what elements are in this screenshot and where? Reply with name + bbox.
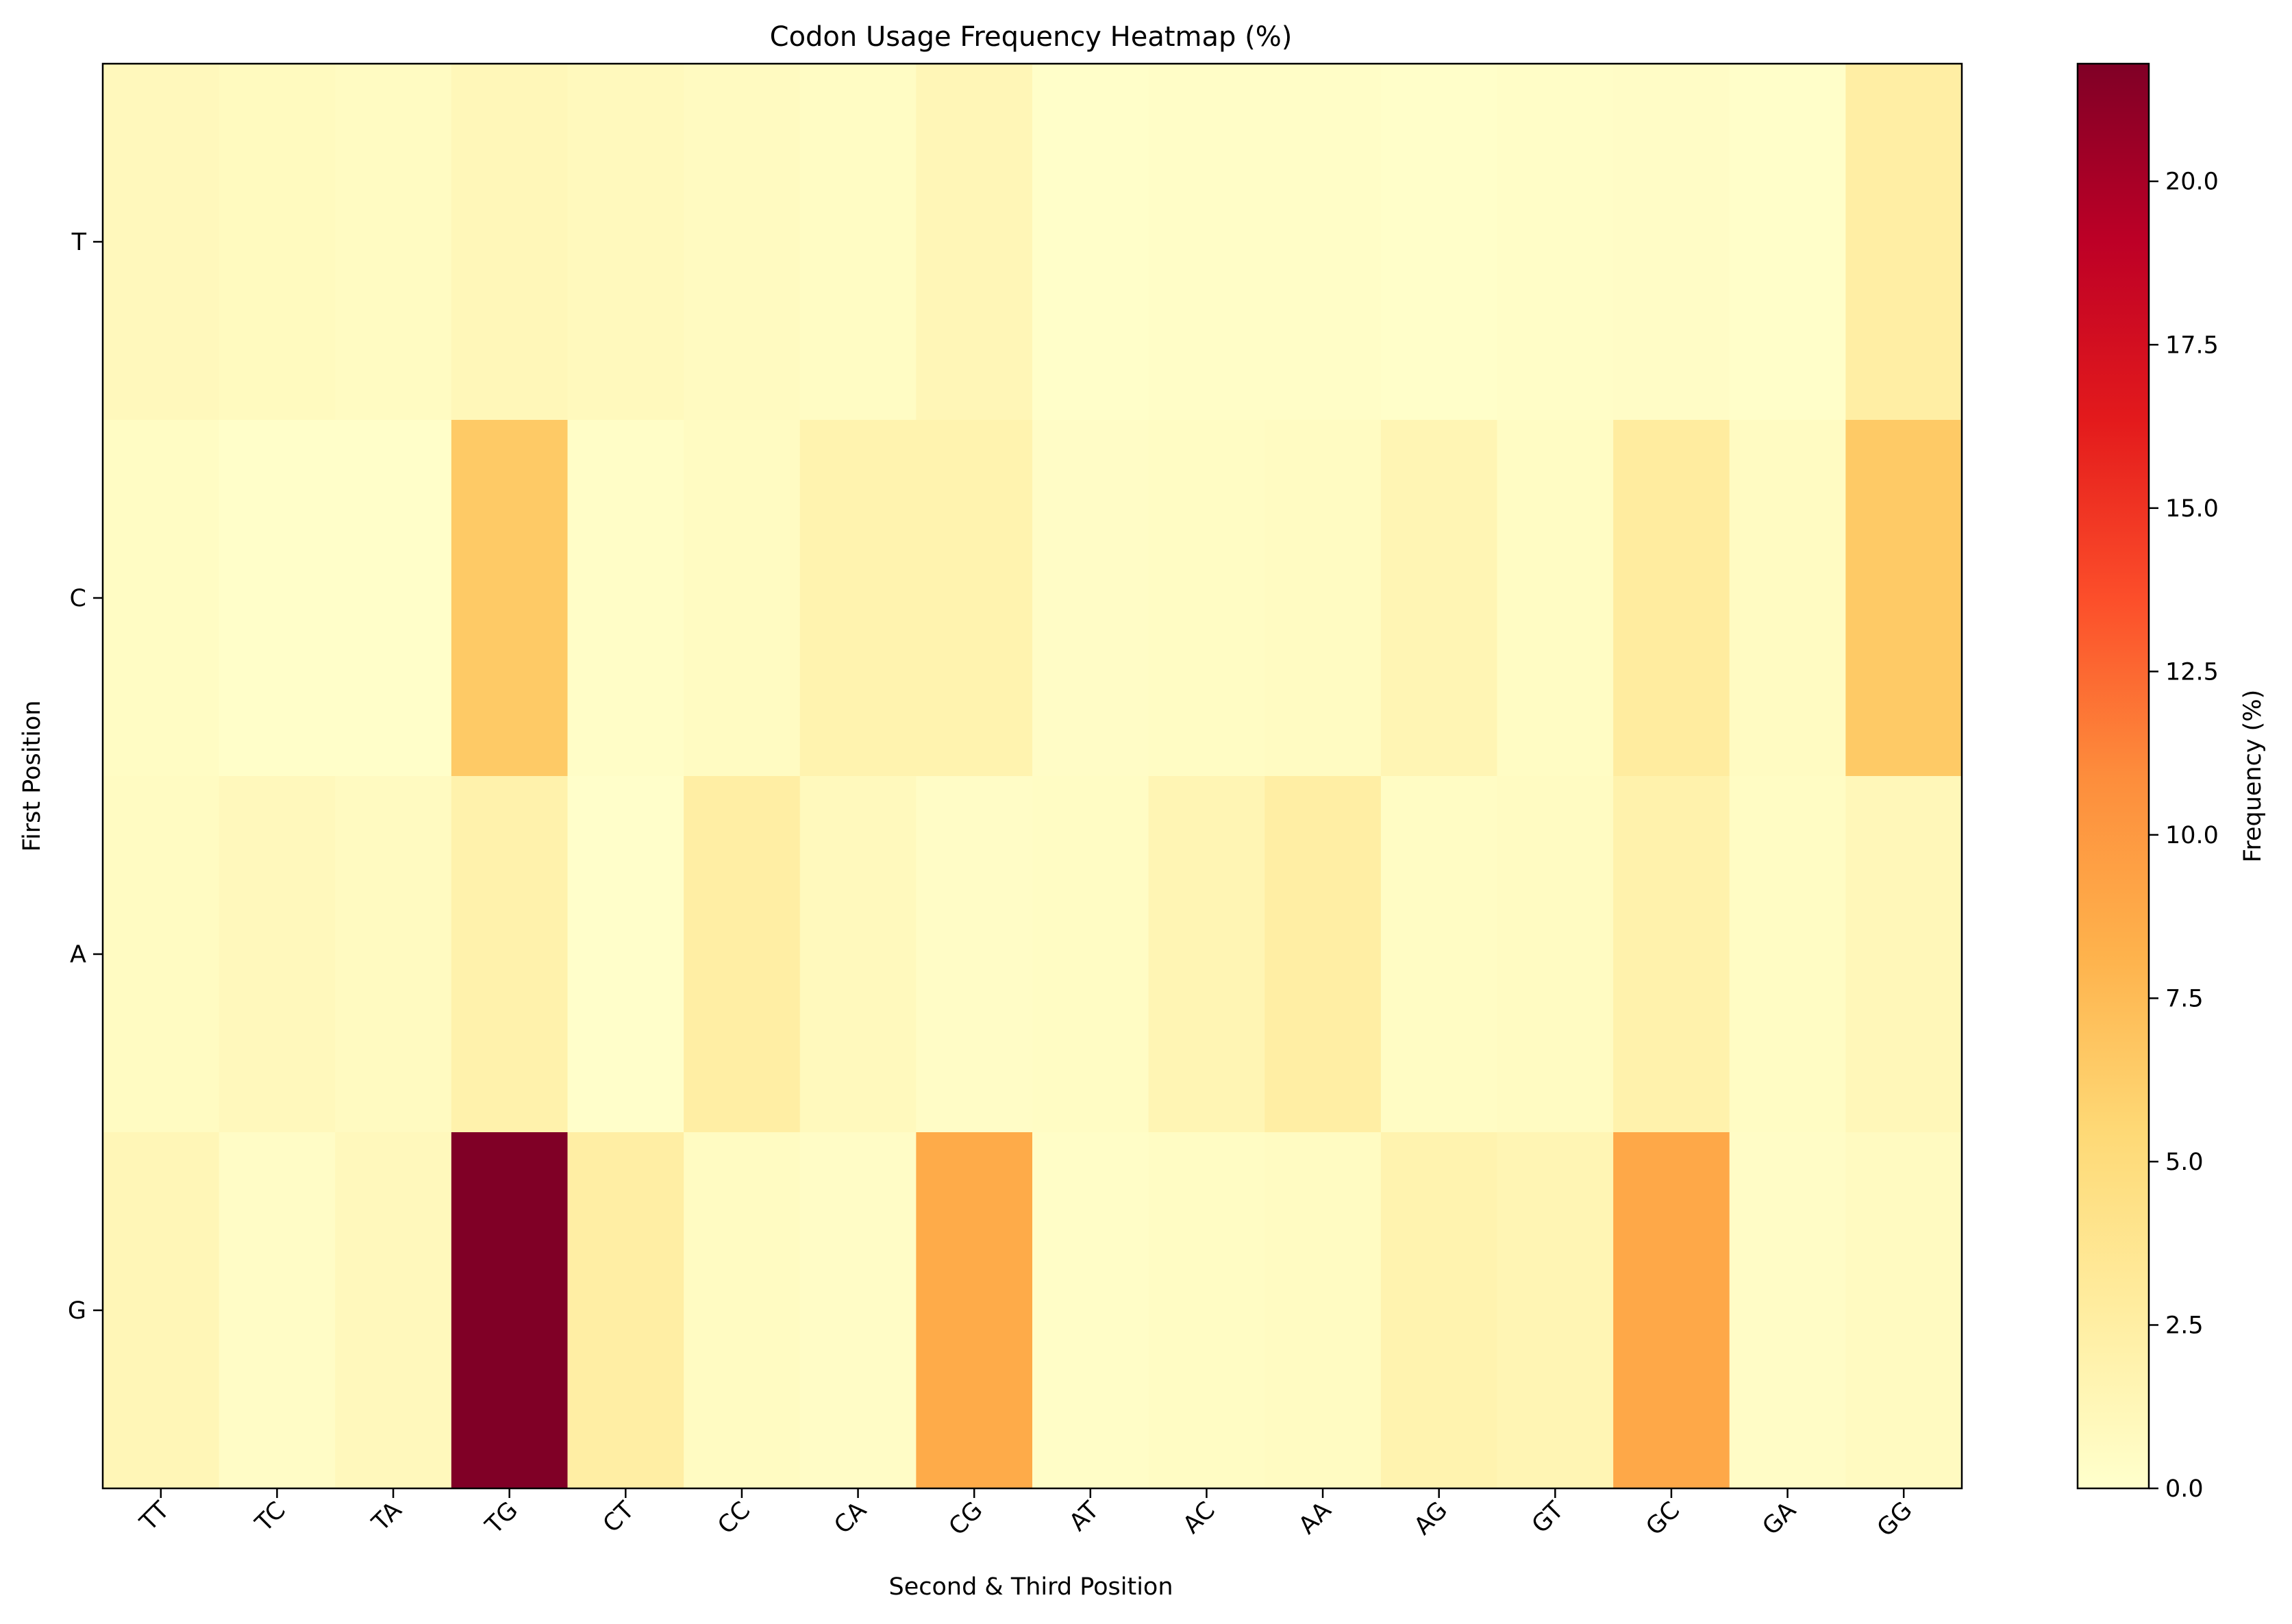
heatmap-cell-GTA [335, 1132, 452, 1489]
colorbar-tick-label: 10.0 [2165, 822, 2219, 849]
heatmap-cell-ACC [684, 776, 801, 1133]
heatmap-cell-GGC [1613, 1132, 1730, 1489]
heatmap-cell-AGT [1497, 776, 1614, 1133]
heatmap-cell-TTT [103, 64, 220, 421]
heatmap-cell-CTC [219, 420, 336, 777]
heatmap-cell-TAT [1032, 64, 1149, 421]
y-tick-label: A [70, 941, 86, 969]
heatmap-cell-TCT [567, 64, 684, 421]
heatmap-cell-CAG [1380, 420, 1498, 777]
heatmap-cell-CGG [1845, 420, 1963, 777]
heatmap-cell-CCT [567, 420, 684, 777]
colorbar-tick-label: 2.5 [2165, 1312, 2204, 1339]
heatmap-cell-GGT [1497, 1132, 1614, 1489]
heatmap-cell-TTA [335, 64, 452, 421]
heatmap-cell-CGC [1613, 420, 1730, 777]
heatmap-cell-GAC [1148, 1132, 1265, 1489]
heatmap-cell-GCA [799, 1132, 917, 1489]
heatmap-cell-GCT [567, 1132, 684, 1489]
colorbar-tick-label: 5.0 [2165, 1149, 2204, 1176]
heatmap-cell-AAT [1032, 776, 1149, 1133]
heatmap-cell-GAA [1265, 1132, 1382, 1489]
heatmap-cell-TAC [1148, 64, 1265, 421]
chart-title: Codon Usage Frequency Heatmap (%) [770, 21, 1293, 53]
x-axis-label: Second & Third Position [888, 1573, 1173, 1601]
heatmap-cell-AGG [1845, 776, 1963, 1133]
heatmap-cell-TGA [1729, 64, 1846, 421]
heatmap-cell-ATC [219, 776, 336, 1133]
heatmap-cell-CAT [1032, 420, 1149, 777]
heatmap-cell-ACA [799, 776, 917, 1133]
colorbar-label: Frequency (%) [2239, 690, 2267, 863]
heatmap-cell-TCC [684, 64, 801, 421]
heatmap-cell-CAA [1265, 420, 1382, 777]
heatmap-cell-TCA [799, 64, 917, 421]
colorbar-ticks: 0.0 2.5 5.0 7.5 10.0 12.5 15.0 17.5 20.0 [2149, 168, 2219, 1503]
heatmap-cell-ACT [567, 776, 684, 1133]
heatmap-cell-GCG [916, 1132, 1033, 1489]
heatmap-cell-CTA [335, 420, 452, 777]
heatmap-cell-CCG [916, 420, 1033, 777]
heatmap-cell-CGA [1729, 420, 1846, 777]
heatmap-cell-GAG [1380, 1132, 1498, 1489]
plot-frame [101, 62, 1963, 1490]
y-tick-label: C [70, 585, 86, 612]
heatmap-cell-GGA [1729, 1132, 1846, 1489]
heatmap-cell-TGC [1613, 64, 1730, 421]
heatmap-cell-GTC [219, 1132, 336, 1489]
heatmap-cell-AGC [1613, 776, 1730, 1133]
heatmap-cell-TAG [1380, 64, 1498, 421]
heatmap-cell-GTT [103, 1132, 220, 1489]
colorbar-tick-label: 17.5 [2165, 332, 2219, 359]
heatmap-cell-CAC [1148, 420, 1265, 777]
heatmap-cell-ATT [103, 776, 220, 1133]
heatmap-cell-ATA [335, 776, 452, 1133]
y-axis-ticks: T C A G [68, 229, 103, 1325]
colorbar-tick-label: 12.5 [2165, 658, 2219, 686]
heatmap-cell-AAC [1148, 776, 1265, 1133]
y-axis-label: First Position [18, 700, 46, 851]
heatmap-cell-TAA [1265, 64, 1382, 421]
colorbar-tick-label: 7.5 [2165, 985, 2204, 1012]
heatmap-cell-TCG [916, 64, 1033, 421]
colorbar-tick-label: 15.0 [2165, 495, 2219, 523]
heatmap-cell-GGG [1845, 1132, 1963, 1489]
heatmap-cell-GAT [1032, 1132, 1149, 1489]
colorbar-tick-label: 0.0 [2165, 1475, 2204, 1503]
heatmap-cell-TTC [219, 64, 336, 421]
heatmap-cell-ATG [451, 776, 569, 1133]
heatmap-cell-AAG [1380, 776, 1498, 1133]
colorbar-tick-label: 20.0 [2165, 168, 2219, 196]
heatmap-cell-TGG [1845, 64, 1963, 421]
heatmap-cell-CCA [799, 420, 917, 777]
heatmap-cell-GTG [451, 1132, 569, 1489]
heatmap-cell-TGT [1497, 64, 1614, 421]
heatmap-cell-AAA [1265, 776, 1382, 1133]
heatmap-cell-CTT [103, 420, 220, 777]
heatmap-cell-CCC [684, 420, 801, 777]
y-tick-label: T [71, 229, 87, 256]
colorbar [2076, 62, 2150, 1490]
heatmap-cell-CTG [451, 420, 569, 777]
heatmap-cells [103, 64, 1963, 1489]
heatmap-cell-ACG [916, 776, 1033, 1133]
heatmap-cell-CGT [1497, 420, 1614, 777]
y-tick-label: G [68, 1297, 86, 1325]
heatmap-cell-GCC [684, 1132, 801, 1489]
heatmap-cell-TTG [451, 64, 569, 421]
heatmap-cell-AGA [1729, 776, 1846, 1133]
